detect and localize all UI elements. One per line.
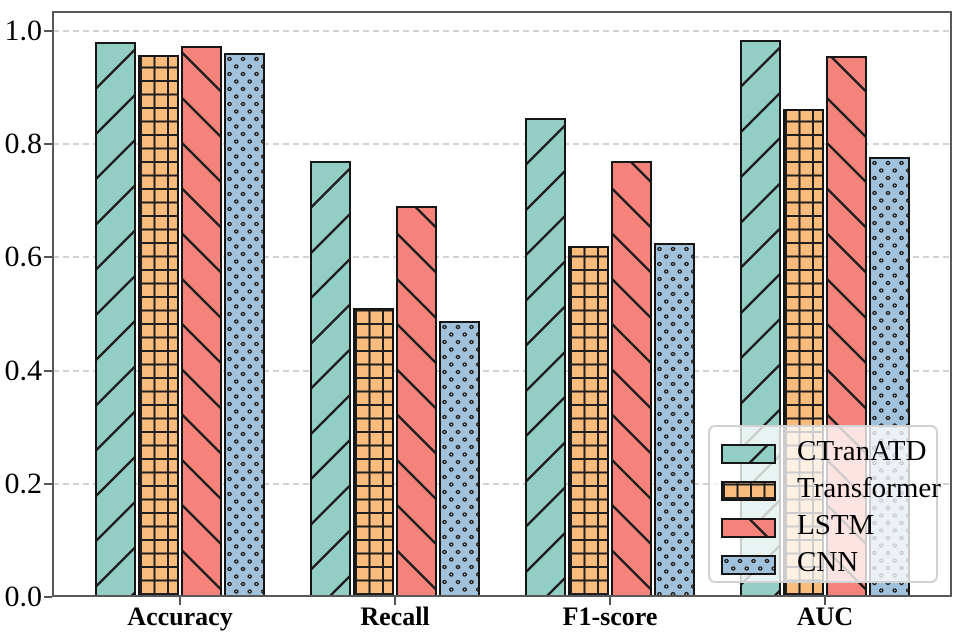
bar-lstm-f1-score [611,161,652,597]
legend: CTranATD Transformer LSTM CNN [708,425,941,583]
y-tick-mark-0.6 [44,256,52,259]
x-axis-label: Recall [360,602,430,631]
y-tick-mark-0.0 [44,596,52,598]
x-axis-label: F1-score [562,602,658,631]
bar-cnn-recall [439,321,480,597]
x-axis-label: Accuracy [127,602,233,631]
y-tick-label: 0.2 [4,466,43,500]
x-axis-label: AUC [796,602,854,631]
bar-lstm-accuracy [181,46,222,597]
legend-label: LSTM [797,509,875,541]
y-tick-mark-0.8 [44,143,52,146]
y-tick-label: 0.4 [4,353,43,387]
y-tick-label: 0.6 [4,240,43,274]
legend-item-lstm: LSTM [721,509,936,546]
bar-transformer-accuracy [138,55,179,597]
legend-item-transformer: Transformer [721,472,941,509]
gridline-0.6 [53,256,951,259]
gridline-0.8 [53,143,951,146]
gridline-0.2 [53,482,951,485]
legend-label: CNN [797,546,859,578]
legend-label: Transformer [797,472,941,504]
legend-label: CTranATD [797,435,927,467]
x-tick-mark-accuracy [179,597,181,605]
bar-ctranatd-accuracy [95,42,136,597]
legend-swatch-transformer [721,480,776,501]
x-tick-mark-f1-score [609,597,611,605]
bar-lstm-recall [396,206,437,597]
y-tick-label: 0.0 [4,580,43,613]
bar-ctranatd-f1-score [525,118,566,597]
gridline-0.4 [53,369,951,372]
bar-cnn-f1-score [654,243,695,597]
legend-swatch-lstm [721,517,776,538]
y-tick-mark-0.4 [44,369,52,372]
x-tick-mark-auc [824,597,826,605]
y-tick-label: 0.8 [4,127,43,161]
y-tick-mark-1.0 [44,30,52,32]
bar-transformer-recall [353,308,394,597]
y-tick-mark-0.2 [44,482,52,485]
gridline-1.0 [53,30,951,32]
legend-item-ctranatd: CTranATD [721,435,936,472]
legend-item-cnn: CNN [721,546,936,583]
y-tick-label: 1.0 [4,14,43,47]
legend-swatch-cnn [721,554,776,575]
x-tick-mark-recall [394,597,396,605]
legend-swatch-ctranatd [721,443,776,464]
bar-cnn-accuracy [224,53,265,597]
